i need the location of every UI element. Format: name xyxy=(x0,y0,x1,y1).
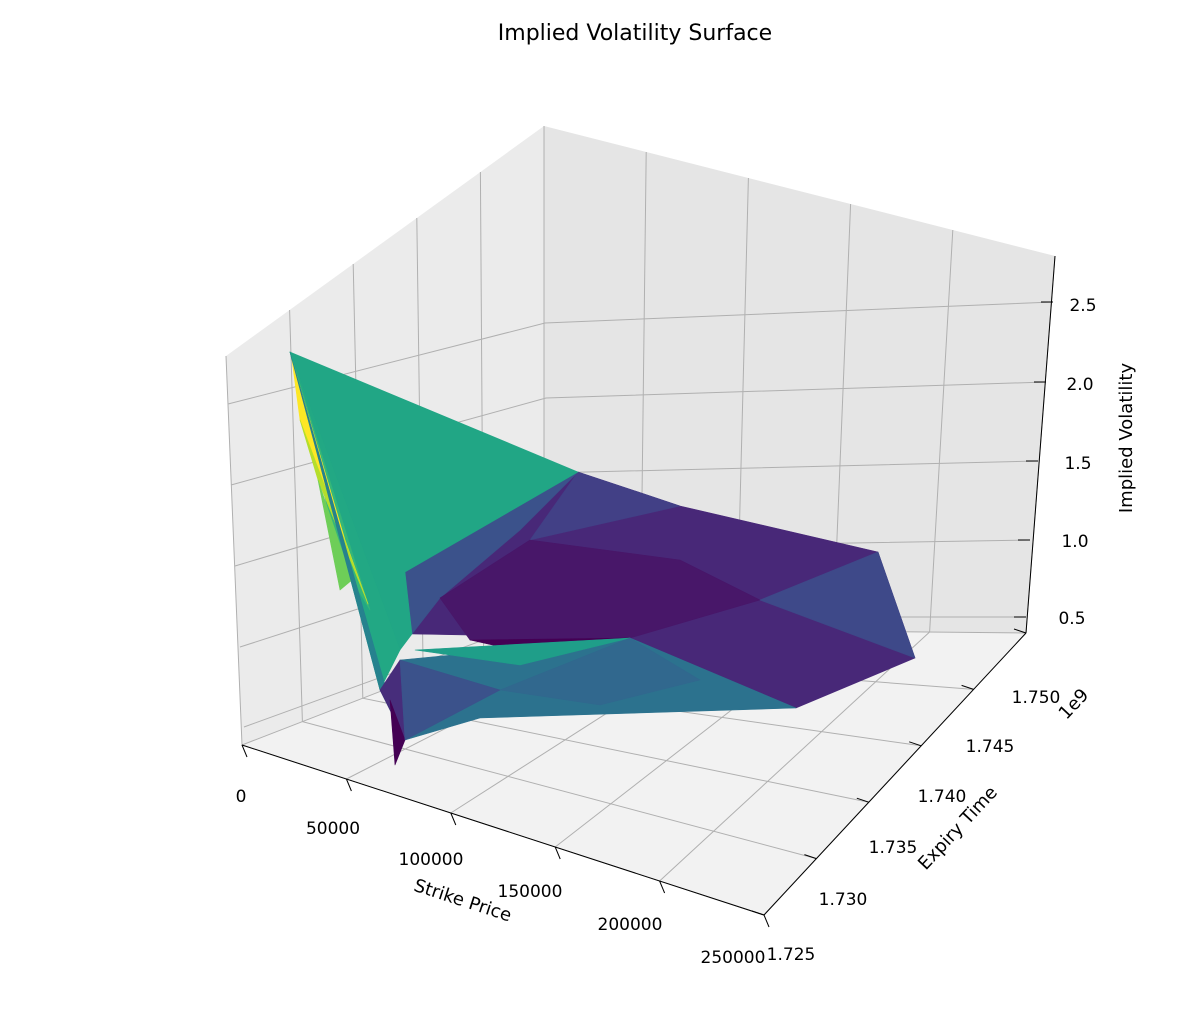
y-tick-label: 1.745 xyxy=(966,737,1015,757)
z-tick-labels: 0.5 1.0 1.5 2.0 2.5 xyxy=(1058,296,1096,629)
x-tick-mark xyxy=(659,880,666,894)
y-tick-mark xyxy=(1013,628,1027,634)
x-tick-mark xyxy=(450,812,457,826)
z-tick-label: 1.0 xyxy=(1061,532,1088,552)
y-tick-mark xyxy=(909,741,922,747)
z-tick-label: 1.5 xyxy=(1064,454,1091,474)
x-tick-mark xyxy=(345,778,352,792)
x-tick-mark xyxy=(241,744,248,758)
x-tick-label: 150000 xyxy=(498,882,563,902)
axis-lines xyxy=(241,255,1056,928)
y-tick-mark xyxy=(856,797,869,803)
z-axis-line xyxy=(1025,255,1056,634)
surface-facet xyxy=(399,659,501,741)
x-tick-label: 0 xyxy=(236,787,247,807)
surface-facet xyxy=(499,637,701,706)
y-tick-mark xyxy=(751,910,765,916)
chart-title: Implied Volatility Surface xyxy=(498,21,772,46)
y-tick-label: 1.725 xyxy=(767,945,816,965)
z-axis-label: Implied Volatility xyxy=(1116,363,1137,514)
surface-facet xyxy=(414,637,631,666)
x-tick-label: 50000 xyxy=(306,819,360,839)
y-tick-label: 1.730 xyxy=(819,890,868,910)
x-tick-mark xyxy=(554,846,561,860)
y-tick-label: 1.750 xyxy=(1012,688,1061,708)
y-tick-labels: 1.725 1.730 1.735 1.740 1.745 1.750 xyxy=(767,688,1061,965)
x-tick-label: 100000 xyxy=(399,850,464,870)
surface-facet xyxy=(317,479,353,591)
z-tick-label: 2.5 xyxy=(1069,296,1096,316)
x-tick-labels: 0 50000 100000 150000 200000 250000 xyxy=(236,787,766,968)
x-axis-line xyxy=(241,744,765,916)
surface-facet xyxy=(759,551,916,659)
y-tick-mark xyxy=(804,854,817,860)
y-gridline xyxy=(289,309,817,860)
y-tick-mark xyxy=(961,684,974,690)
y-axis-offset-label: 1e9 xyxy=(1055,685,1094,724)
z-tick-label: 2.0 xyxy=(1066,375,1093,395)
x-tick-mark xyxy=(763,914,770,928)
volatility-surface xyxy=(289,351,916,766)
surface-facet xyxy=(529,471,681,541)
surface-facet xyxy=(389,699,406,766)
y-tick-label: 1.740 xyxy=(918,787,967,807)
y-tick-label: 1.735 xyxy=(869,838,918,858)
x-tick-label: 250000 xyxy=(701,948,766,968)
x-tick-label: 200000 xyxy=(598,915,663,935)
y-axis-line xyxy=(763,632,1027,916)
z-tick-label: 0.5 xyxy=(1058,609,1085,629)
